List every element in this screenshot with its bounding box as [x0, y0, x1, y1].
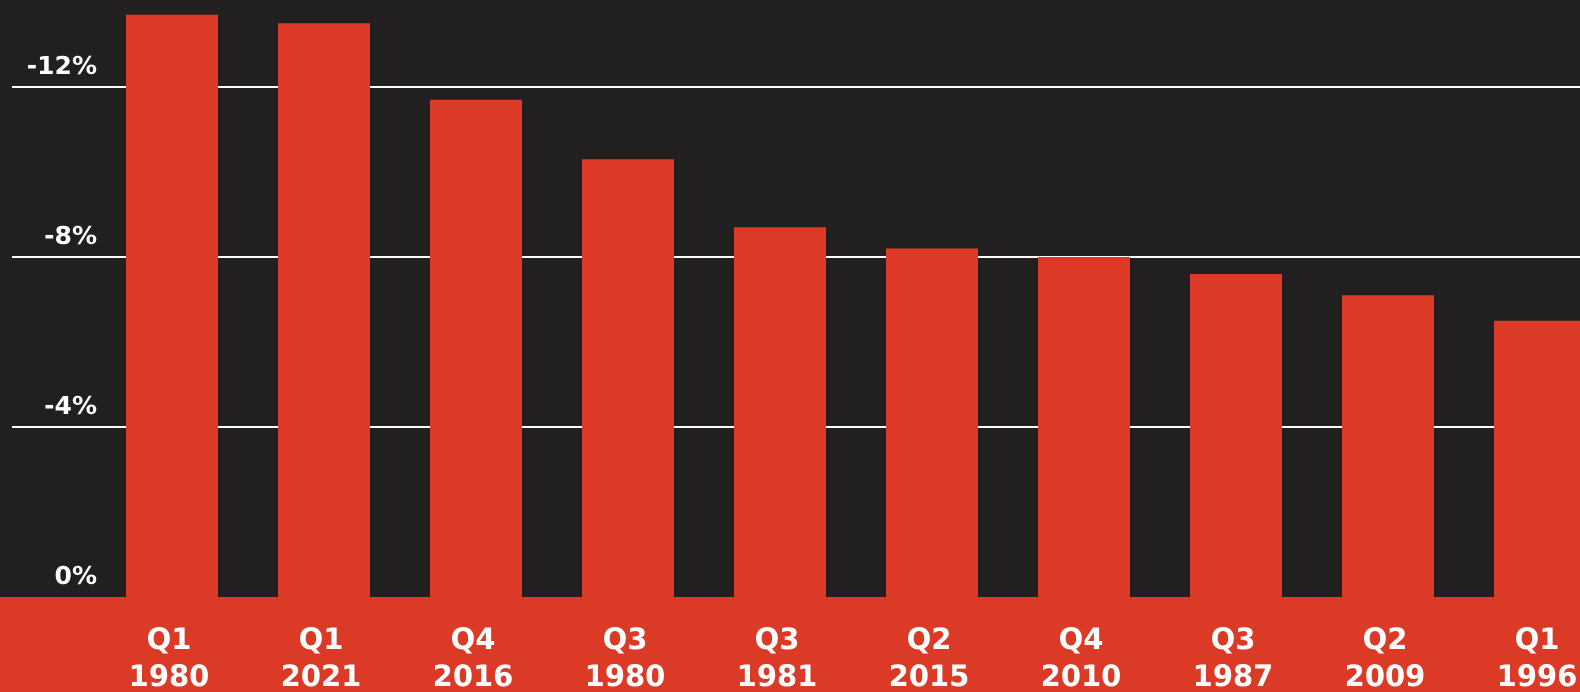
x-tick-label-quarter: Q3: [755, 622, 800, 656]
bar: [1038, 257, 1130, 597]
x-axis-band: [0, 597, 1580, 692]
bar: [278, 23, 370, 597]
x-tick-label-quarter: Q2: [1363, 622, 1408, 656]
x-tick-label-quarter: Q1: [299, 622, 344, 656]
x-tick-label-quarter: Q1: [147, 622, 192, 656]
x-axis: Q11980Q12021Q42016Q31980Q31981Q22015Q420…: [129, 622, 1578, 692]
x-tick-label-quarter: Q3: [603, 622, 648, 656]
x-tick-label-year: 2010: [1041, 659, 1122, 692]
bars: [126, 14, 1580, 597]
x-tick-label-year: 1981: [737, 659, 818, 692]
x-tick-label-quarter: Q3: [1211, 622, 1256, 656]
bar: [126, 14, 218, 597]
y-tick-label: -12%: [27, 51, 97, 80]
x-tick-label-quarter: Q4: [1059, 622, 1104, 656]
bar: [1342, 295, 1434, 597]
x-tick-label-year: 1980: [129, 659, 210, 692]
x-tick-label-year: 1987: [1193, 659, 1274, 692]
x-tick-label-year: 2016: [433, 659, 514, 692]
bar: [430, 99, 522, 597]
y-tick-label: -4%: [44, 391, 97, 420]
x-tick-label-year: 2021: [281, 659, 362, 692]
x-tick-label-year: 2009: [1345, 659, 1426, 692]
y-axis: 0% -4% -8% -12%: [27, 51, 97, 590]
bar: [886, 248, 978, 597]
bar: [734, 227, 826, 597]
x-tick-label-year: 2015: [889, 659, 970, 692]
bar: [582, 159, 674, 597]
y-tick-label: 0%: [55, 561, 97, 590]
x-tick-label-year: 1996: [1497, 659, 1578, 692]
bar: [1190, 274, 1282, 597]
x-tick-label-year: 1980: [585, 659, 666, 692]
bar: [1494, 320, 1580, 597]
y-tick-label: -8%: [44, 221, 97, 250]
x-tick-label-quarter: Q4: [451, 622, 496, 656]
x-tick-label-quarter: Q1: [1515, 622, 1560, 656]
x-tick-label-quarter: Q2: [907, 622, 952, 656]
